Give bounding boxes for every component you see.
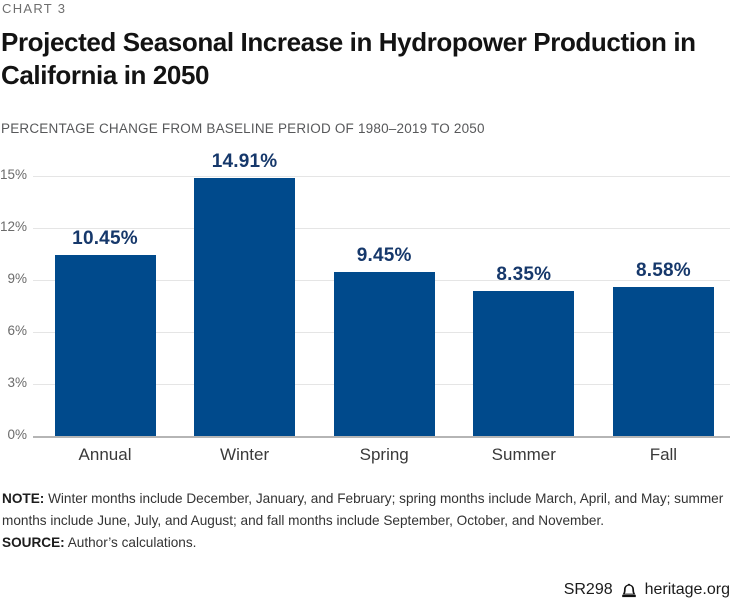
bar-value-label: 14.91% xyxy=(211,150,278,172)
y-axis-tick-label: 0% xyxy=(7,427,27,442)
bar xyxy=(333,272,435,436)
bar-value-label: 9.45% xyxy=(356,245,412,267)
source-label: SOURCE: xyxy=(2,534,65,550)
y-axis-tick-label: 6% xyxy=(7,323,27,338)
x-axis-category-label: Annual xyxy=(78,445,132,464)
chart-subtitle: PERCENTAGE CHANGE FROM BASELINE PERIOD O… xyxy=(1,121,485,136)
bar xyxy=(473,291,575,436)
bar-value-label: 8.58% xyxy=(635,260,691,282)
bar xyxy=(194,177,296,436)
chart-kicker: CHART 3 xyxy=(2,1,67,16)
y-axis-tick-label: 9% xyxy=(7,271,27,286)
bar-value-label: 8.35% xyxy=(496,264,552,286)
x-axis-category-label: Winter xyxy=(220,445,270,464)
site-label: heritage.org xyxy=(644,581,730,598)
x-axis-category-label: Fall xyxy=(649,445,678,464)
x-axis-category-label: Spring xyxy=(359,445,409,464)
report-id: SR298 xyxy=(563,581,613,598)
x-axis-line xyxy=(33,436,730,438)
bar xyxy=(612,287,714,436)
bar xyxy=(54,254,156,436)
notes-block: NOTE: Winter months include December, Ja… xyxy=(2,488,733,553)
note-text: NOTE: Winter months include December, Ja… xyxy=(2,491,724,528)
source-text: SOURCE: Author’s calculations. xyxy=(2,534,197,550)
liberty-bell-icon xyxy=(621,583,636,597)
chart-title: Projected Seasonal Increase in Hydropowe… xyxy=(1,27,696,90)
bar-value-label: 10.45% xyxy=(72,227,138,249)
footer: SR298 heritage.org xyxy=(564,581,730,599)
gridline xyxy=(33,175,730,177)
y-axis-tick-label: 3% xyxy=(7,375,27,390)
y-axis-tick-label: 12% xyxy=(0,219,28,234)
gridline xyxy=(33,227,730,229)
note-label: NOTE: xyxy=(2,491,45,506)
y-axis-tick-label: 15% xyxy=(0,167,28,182)
x-axis-category-label: Summer xyxy=(491,445,556,464)
